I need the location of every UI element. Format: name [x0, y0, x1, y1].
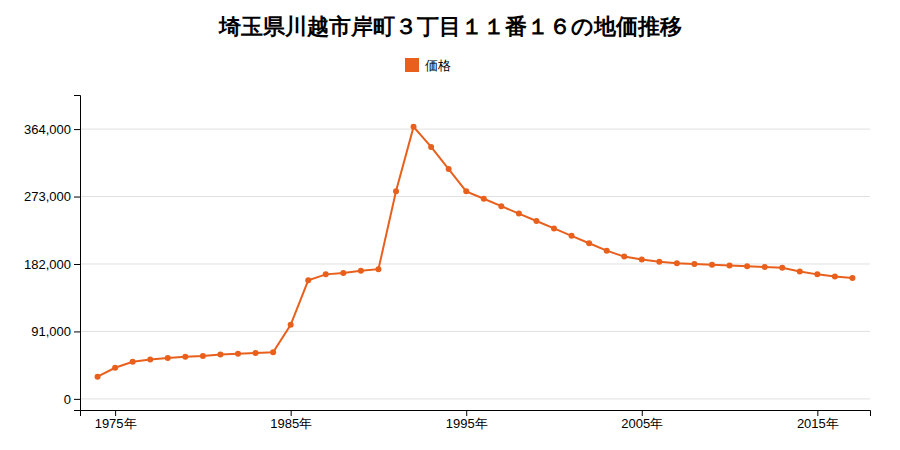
plot: 1975年 1985年 1995年 2005年 2015年 0 91,000 182,000 2…	[24, 96, 871, 432]
tick: 0	[64, 392, 80, 407]
legend-item: 価格	[405, 58, 451, 73]
tick: 1985年	[270, 410, 312, 431]
point	[498, 203, 504, 209]
line	[98, 127, 853, 377]
tick-mark	[74, 129, 80, 130]
point	[305, 277, 311, 283]
legend-swatch	[405, 58, 419, 72]
tick-label: 182,000	[24, 257, 71, 272]
point	[533, 218, 539, 224]
point	[428, 144, 434, 150]
point	[217, 351, 223, 357]
legend-label: 価格	[425, 58, 451, 73]
tick-label: 1975年	[95, 416, 137, 431]
grid	[80, 129, 870, 399]
tick: 182,000	[24, 257, 80, 272]
point	[674, 260, 680, 266]
point	[253, 350, 259, 356]
point	[446, 166, 452, 172]
point	[832, 274, 838, 280]
tick-label: 1995年	[446, 416, 488, 431]
tick-label: 2005年	[621, 416, 663, 431]
point	[340, 270, 346, 276]
x-axis: 1975年 1985年 1995年 2005年 2015年	[81, 410, 871, 431]
point	[797, 268, 803, 274]
point	[375, 266, 381, 272]
tick-mark	[291, 410, 292, 416]
tick: 1975年	[95, 410, 137, 431]
tick-mark	[817, 410, 818, 416]
point	[814, 271, 820, 277]
point	[604, 248, 610, 254]
data	[95, 124, 856, 380]
tick: 2005年	[621, 410, 663, 431]
point	[95, 374, 101, 380]
tick: 2015年	[797, 410, 839, 431]
tick-mark	[115, 410, 116, 416]
point	[709, 262, 715, 268]
point	[411, 124, 417, 130]
tick-mark	[74, 264, 80, 265]
point	[516, 211, 522, 217]
grid-line	[80, 196, 870, 197]
tick-label: 0	[64, 392, 71, 407]
point	[358, 268, 364, 274]
grid-line	[80, 331, 870, 332]
point	[112, 365, 118, 371]
point	[200, 353, 206, 359]
point	[849, 275, 855, 281]
point	[621, 254, 627, 260]
point	[323, 271, 329, 277]
tick: 91,000	[31, 324, 80, 339]
point	[779, 265, 785, 271]
point	[182, 354, 188, 360]
grid-line	[80, 398, 870, 399]
tick-label: 1985年	[270, 416, 312, 431]
grid-line	[80, 129, 870, 130]
point	[130, 359, 136, 365]
point	[656, 259, 662, 265]
tick-mark	[466, 410, 467, 416]
point	[744, 263, 750, 269]
axis-line	[81, 411, 871, 417]
tick: 273,000	[24, 189, 80, 204]
point	[393, 188, 399, 194]
point	[481, 196, 487, 202]
chart: 埼玉県川越市岸町３丁目１１番１６の地価推移価格 1975年 1985年 1995年 20…	[0, 0, 900, 450]
point	[235, 351, 241, 357]
point	[691, 261, 697, 267]
tick-label: 2015年	[797, 416, 839, 431]
tick-mark	[642, 410, 643, 416]
point	[727, 262, 733, 268]
tick-mark	[74, 331, 80, 332]
tick-label: 364,000	[24, 122, 71, 137]
tick-label: 91,000	[31, 324, 71, 339]
point	[569, 233, 575, 239]
point	[551, 225, 557, 231]
point	[463, 188, 469, 194]
grid-line	[80, 263, 870, 264]
y-axis: 0 91,000 182,000 273,000 364,000	[24, 96, 81, 411]
title: 埼玉県川越市岸町３丁目１１番１６の地価推移	[218, 14, 682, 39]
point	[270, 349, 276, 355]
tick: 364,000	[24, 122, 80, 137]
point	[288, 322, 294, 328]
point	[639, 257, 645, 263]
point	[762, 264, 768, 270]
axis-line	[74, 96, 81, 411]
legend: 価格	[405, 58, 451, 73]
tick-mark	[74, 197, 80, 198]
tick-label: 273,000	[24, 189, 71, 204]
point	[147, 357, 153, 363]
tick-mark	[74, 399, 80, 400]
point	[165, 355, 171, 361]
tick: 1995年	[446, 410, 488, 431]
point	[586, 240, 592, 246]
